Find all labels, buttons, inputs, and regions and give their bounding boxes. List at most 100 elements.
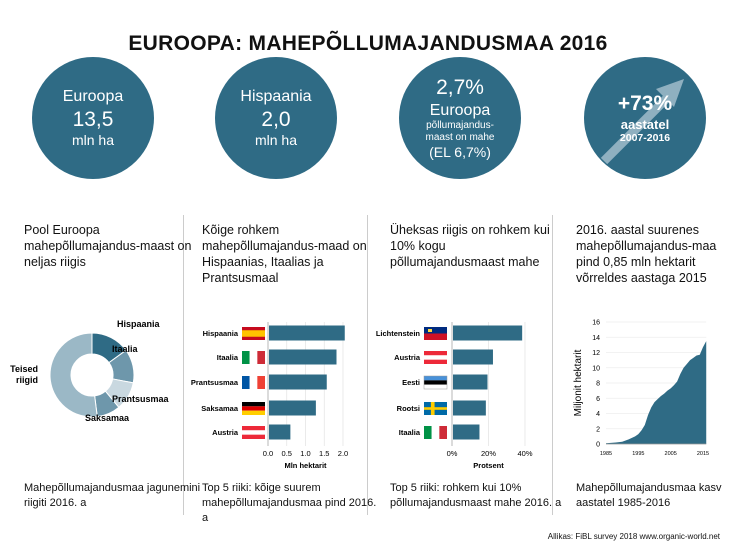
axis-label: Mln hektarit [284, 461, 327, 470]
flag-stripe [424, 351, 447, 356]
flag-stripe [242, 330, 265, 337]
tick-label: 10 [592, 365, 600, 372]
flag-stripe [424, 333, 447, 340]
tick-label: 1985 [600, 451, 612, 457]
flag-border [423, 375, 448, 390]
flag-stripe [424, 355, 447, 360]
caption: Top 5 riiki: rohkem kui 10% põllumajandu… [390, 482, 562, 509]
flag-stripe [242, 351, 250, 364]
flag-stripe [424, 426, 432, 439]
caption: Mahepõllumajandusmaa kasv aastatel 1985-… [576, 482, 722, 509]
spain-flag-icon [242, 327, 265, 340]
circle-unit: mln ha [254, 131, 298, 148]
circle-text: (EL 6,7%) [429, 143, 491, 160]
arrow-up-right-icon [600, 79, 684, 165]
description: Pool Euroopa mahepõllumajandus-maast on … [24, 223, 192, 269]
category-label: Saksamaa [201, 404, 239, 413]
category-label: Prantsusmaa [191, 378, 239, 387]
bar [269, 374, 327, 390]
tick-label: 2 [596, 426, 600, 433]
tick-label: 20% [481, 449, 496, 458]
circle-unit: mln ha [71, 131, 115, 148]
austria-flag-icon [424, 351, 447, 364]
flag-stripe [242, 406, 265, 411]
flag-stripe [439, 426, 447, 439]
tick-label: 12 [592, 350, 600, 357]
flag-stripe [242, 434, 265, 439]
circle-label: Euroopa [62, 88, 124, 106]
bar [269, 424, 291, 440]
caption: Mahepõllumajandusmaa jagunemini riigiti … [24, 482, 201, 509]
circle-value: 13,5 [72, 107, 114, 131]
category-label: Eesti [402, 378, 420, 387]
category-label: Rootsi [397, 404, 420, 413]
flag-stripe [424, 380, 447, 385]
flag-stripe [242, 430, 265, 435]
donut-label: riigid [16, 375, 38, 385]
divider [183, 215, 184, 515]
category-label: Austria [394, 353, 421, 362]
donut-label: Itaalia [112, 344, 139, 354]
tick-label: 4 [596, 411, 600, 418]
axis-label: Protsent [473, 461, 504, 470]
donut-chart: Hispaania Itaalia Prantsusmaa Saksamaa Teise… [10, 319, 169, 423]
tick-label: 40% [517, 449, 532, 458]
tick-label: 16 [592, 320, 600, 327]
charts-area: Hispaania Itaalia Prantsusmaa Saksamaa Teise… [10, 319, 709, 470]
flag-stripe [242, 376, 250, 389]
bar [269, 349, 337, 365]
category-label: Itaalia [217, 353, 239, 362]
bar-chart-share: 0% 20% 40% Lichtenstein Austria Eesti Rootsi It… [376, 322, 533, 470]
bar [269, 400, 316, 416]
tick-label: 2015 [697, 451, 709, 457]
category-label: Hispaania [203, 329, 239, 338]
liechtenstein-flag-icon [424, 327, 447, 340]
flag-stripe [249, 351, 258, 364]
tick-label: 2.0 [338, 449, 348, 458]
bar [453, 349, 493, 365]
tick-label: 1.0 [300, 449, 310, 458]
flag-stripe [242, 426, 265, 431]
flag-stripe [249, 376, 258, 389]
stat-circle-growth: +73% aastatel 2007-2016 [584, 57, 706, 179]
divider [552, 215, 553, 515]
flag-stripe [424, 359, 447, 364]
italy-flag-icon [242, 351, 265, 364]
tick-label: 14 [592, 335, 600, 342]
tick-label: 8 [596, 381, 600, 388]
flag-stripe [242, 402, 265, 407]
page-title: EUROOPA: MAHEPÕLLUMAJANDUSMAA 2016 [128, 32, 608, 55]
austria-flag-icon [242, 426, 265, 439]
tick-label: 0% [447, 449, 458, 458]
france-flag-icon [242, 376, 265, 389]
sweden-flag-icon [424, 402, 447, 415]
circle-value: 2,0 [261, 107, 291, 131]
category-label: Austria [212, 428, 239, 437]
circle-text: maast on mahe [425, 131, 495, 143]
area-chart-growth: 0 2 4 6 8 10 12 14 16 1985 1995 2005 2015 Miljonit he… [573, 320, 709, 458]
bar [269, 325, 345, 341]
description: Üheksas riigis on rohkem kui 10% kogu põ… [390, 223, 550, 269]
description: 2016. aastal suurenes mahepõllumajandus-… [576, 223, 717, 285]
italy-flag-icon [424, 426, 447, 439]
category-label: Lichtenstein [376, 329, 421, 338]
flag-crown [428, 329, 432, 332]
circle-text: põllumajandus- [426, 119, 494, 131]
circle-label: aastatel [620, 116, 670, 132]
source-note: Allikas: FiBL survey 2018 www.organic-wo… [547, 532, 720, 541]
area-series [606, 341, 707, 444]
donut-label: Prantsusmaa [112, 394, 170, 404]
donut-slice [49, 332, 98, 418]
tick-label: 0.5 [282, 449, 292, 458]
flag-stripe [424, 327, 447, 334]
flag-stripe [424, 407, 447, 410]
tick-label: 1995 [632, 451, 644, 457]
stat-circle-share: 2,7% Euroopa põllumajandus- maast on mah… [399, 57, 521, 179]
caption: Top 5 riiki: kõige suurem mahepõllumajan… [202, 482, 377, 524]
flag-stripe [257, 351, 265, 364]
axis-label: Miljonit hektarit [573, 349, 584, 416]
flag-stripe [257, 376, 265, 389]
divider [367, 215, 368, 515]
donut-label: Saksamaa [85, 413, 130, 423]
estonia-flag-icon [423, 375, 448, 390]
